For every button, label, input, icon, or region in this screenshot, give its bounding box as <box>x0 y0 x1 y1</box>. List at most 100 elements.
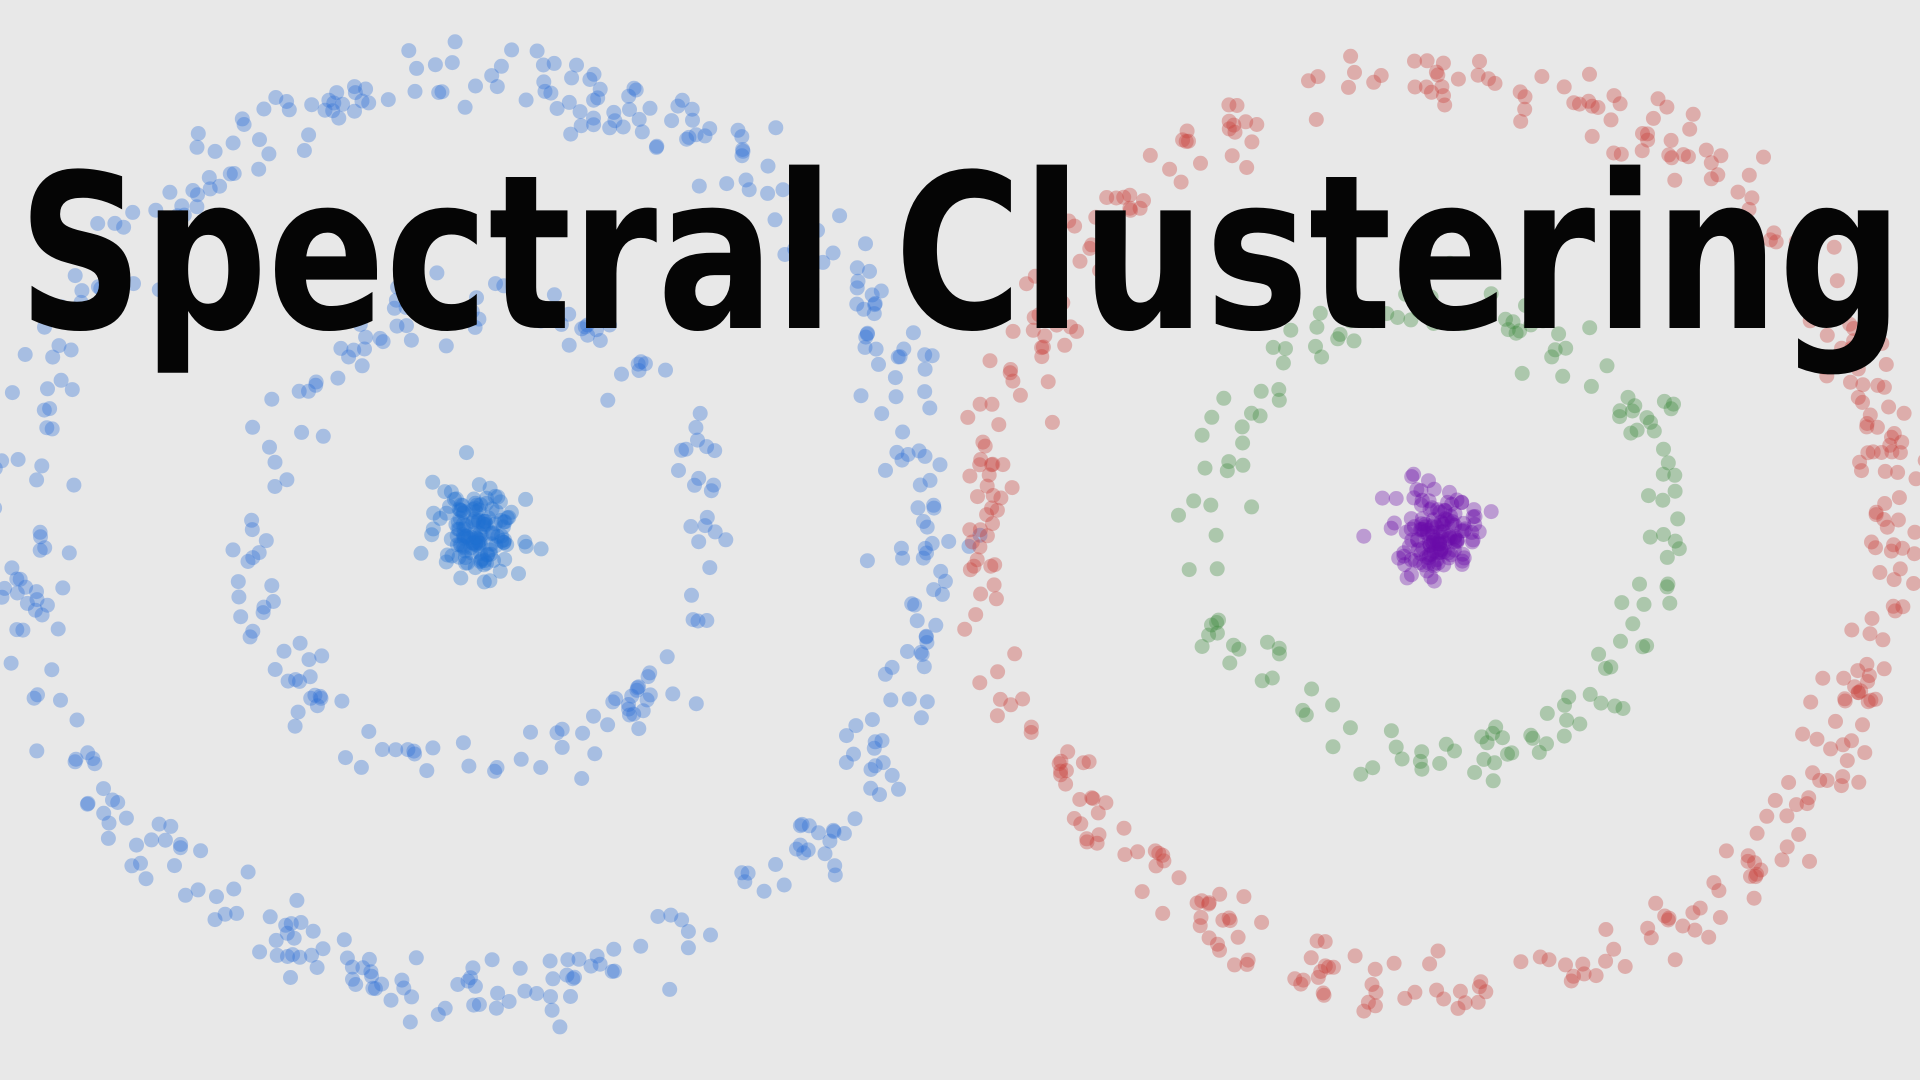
dot <box>580 327 596 343</box>
dot <box>1471 524 1487 540</box>
dot <box>883 692 899 708</box>
dot <box>1397 557 1413 573</box>
dot <box>1295 702 1311 718</box>
dot <box>477 513 493 529</box>
dot <box>1834 340 1850 356</box>
dot <box>1081 754 1097 770</box>
dot <box>312 688 328 704</box>
dot <box>1859 419 1875 435</box>
dot <box>1204 617 1219 633</box>
dot <box>1421 493 1437 509</box>
dot <box>1430 555 1446 571</box>
dot <box>482 480 498 496</box>
dot <box>303 690 319 706</box>
dot <box>402 1014 418 1030</box>
dot <box>681 129 697 145</box>
dot <box>190 187 205 203</box>
dot <box>39 597 55 613</box>
dot <box>1175 132 1191 148</box>
dot <box>1855 394 1870 410</box>
dot <box>1433 541 1449 557</box>
dot <box>561 306 577 322</box>
dot <box>1330 331 1346 347</box>
dot <box>685 112 700 128</box>
dot <box>1483 504 1499 520</box>
dot <box>543 85 559 101</box>
dot <box>1471 979 1487 995</box>
dot <box>1209 615 1225 630</box>
dot <box>1657 908 1673 924</box>
dot <box>472 532 488 548</box>
dot <box>29 743 45 759</box>
dot <box>606 941 622 957</box>
dot <box>621 701 637 717</box>
dot <box>1437 511 1453 527</box>
dot <box>1701 929 1717 945</box>
dot <box>334 693 350 709</box>
dot <box>1310 69 1326 85</box>
dot <box>479 555 494 571</box>
dot <box>1514 365 1530 381</box>
dot <box>1151 845 1167 861</box>
dot <box>496 534 512 550</box>
dot <box>267 479 283 494</box>
dot <box>1379 306 1395 322</box>
dot <box>1617 959 1633 974</box>
dot <box>1407 553 1423 569</box>
dot <box>1685 905 1701 921</box>
dot <box>1857 284 1873 300</box>
dot <box>1265 339 1281 355</box>
dot <box>1876 661 1892 677</box>
dot <box>1613 146 1629 162</box>
dot <box>542 953 558 969</box>
dot <box>217 906 233 922</box>
dot <box>631 721 647 737</box>
dot <box>1650 91 1666 107</box>
dot <box>1449 534 1465 550</box>
dot <box>917 347 933 363</box>
dot <box>4 385 20 401</box>
dot <box>352 317 368 332</box>
dot <box>605 694 621 710</box>
dot <box>1802 853 1817 869</box>
dot <box>425 474 441 490</box>
dot <box>457 543 473 559</box>
dot <box>1634 143 1650 159</box>
dot <box>394 972 410 988</box>
dot <box>151 816 167 832</box>
dot <box>1541 952 1557 968</box>
dot <box>443 531 459 547</box>
dot <box>703 483 719 499</box>
dot <box>367 981 383 997</box>
dot <box>873 283 889 299</box>
dot <box>592 81 608 97</box>
dot <box>1430 943 1446 959</box>
dot <box>236 117 252 132</box>
dot <box>426 304 441 320</box>
dot <box>1023 725 1039 740</box>
dot <box>1675 918 1691 934</box>
dot <box>663 907 679 923</box>
dot <box>1906 546 1920 562</box>
dot <box>972 675 988 691</box>
dot <box>990 664 1006 680</box>
dot <box>1874 335 1890 351</box>
dot <box>600 717 616 733</box>
dot <box>1444 514 1460 530</box>
dot <box>1007 646 1023 662</box>
dot <box>1439 512 1455 528</box>
dot <box>1058 776 1074 792</box>
dot <box>1049 317 1065 333</box>
dot <box>317 102 333 118</box>
dot <box>1804 223 1820 239</box>
dot <box>1415 540 1431 556</box>
dot <box>1473 974 1489 990</box>
dot <box>1710 167 1726 183</box>
dot <box>304 947 319 963</box>
dot <box>1221 910 1237 926</box>
dot <box>1136 193 1151 209</box>
dot <box>1436 544 1452 559</box>
dot <box>832 208 848 224</box>
dot <box>560 952 576 968</box>
dot <box>1860 445 1876 461</box>
